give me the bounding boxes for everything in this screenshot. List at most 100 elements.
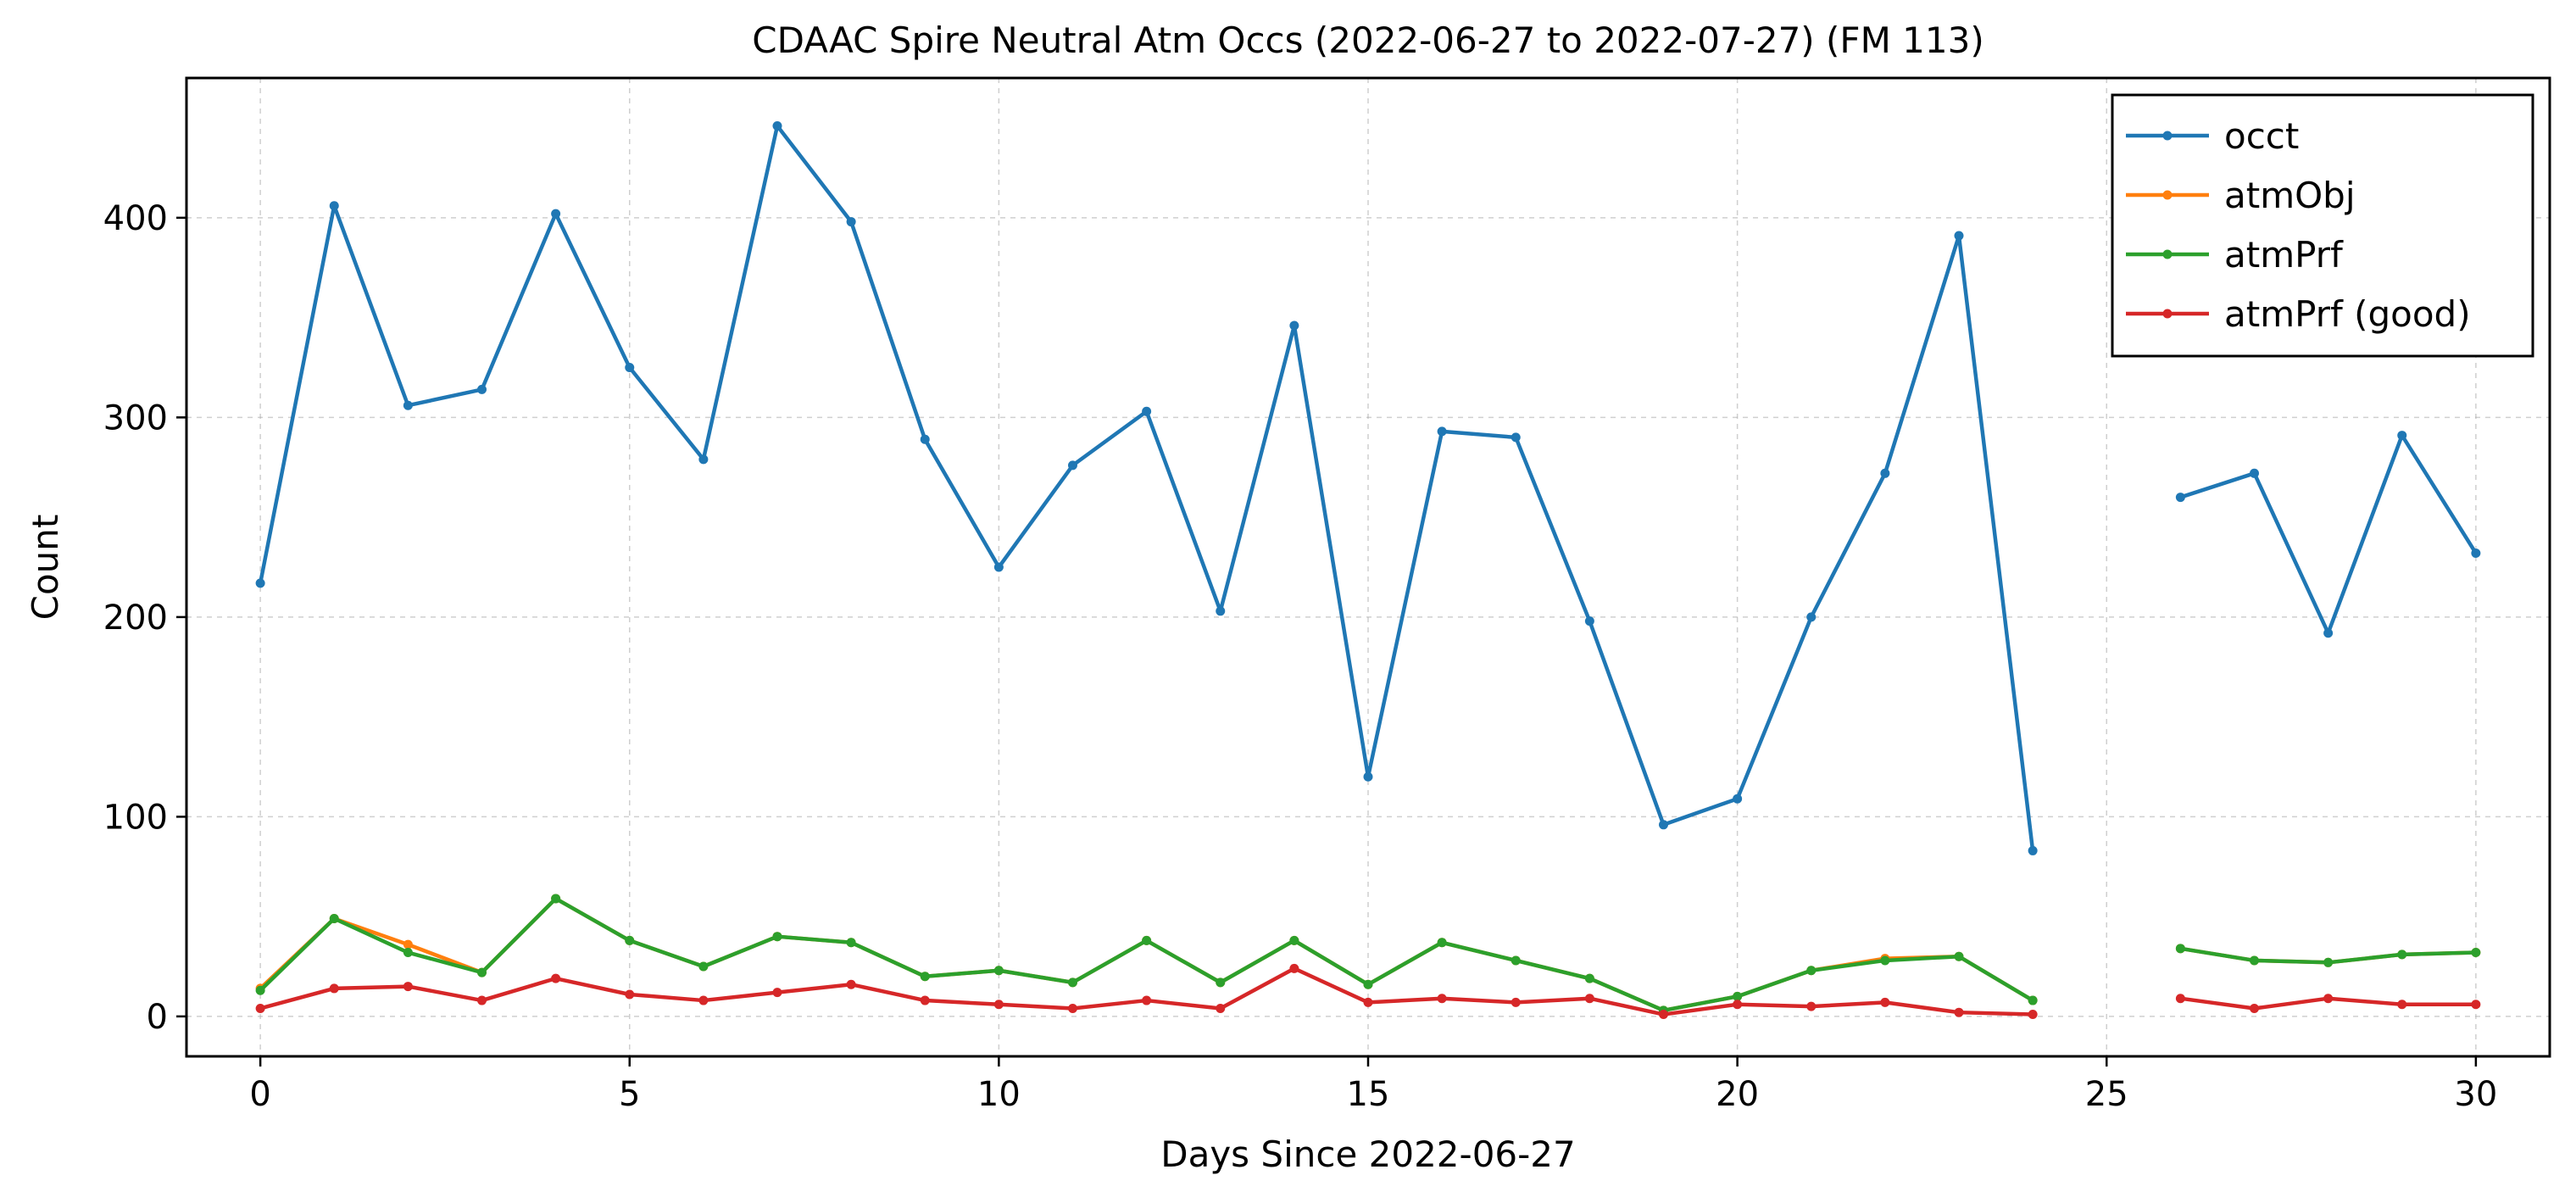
legend-label-atmobj: atmObj [2224, 175, 2356, 216]
data-point-occt [477, 384, 487, 394]
data-point-atmprf [477, 967, 487, 977]
data-point-atmprf [1363, 979, 1373, 989]
data-point-atmprf-good [1954, 1007, 1964, 1017]
data-point-atmprf-good [329, 983, 339, 994]
data-point-atmprf-good [1289, 963, 1299, 973]
data-point-occt [403, 400, 413, 410]
data-point-atmprf-good [1806, 1001, 1817, 1011]
data-point-atmprf-good [255, 1003, 265, 1013]
data-point-atmprf-good [1880, 997, 1890, 1007]
data-point-atmprf-good [477, 995, 487, 1005]
data-point-atmprf-good [403, 982, 413, 992]
y-tick-label: 100 [103, 798, 168, 837]
data-point-atmprf-good [625, 989, 635, 1000]
x-tick-label: 15 [1347, 1075, 1390, 1114]
data-point-occt [329, 201, 339, 211]
data-point-atmprf [1511, 955, 1521, 966]
data-point-occt [993, 562, 1004, 572]
data-point-atmprf [1806, 966, 1817, 976]
data-point-atmprf [993, 966, 1004, 976]
data-point-atmprf [1733, 991, 1743, 1001]
data-point-occt [2175, 493, 2185, 503]
data-point-atmprf-good [1216, 1003, 1226, 1013]
data-point-atmprf [1954, 951, 1964, 961]
data-point-occt [1142, 406, 1152, 416]
data-point-atmprf-good [2028, 1010, 2038, 1020]
data-point-occt [698, 454, 709, 465]
legend-marker-atmprf [2162, 249, 2173, 259]
legend-label-atmprf: atmPrf [2224, 234, 2344, 276]
legend-marker-atmobj [2162, 190, 2173, 200]
data-point-occt [772, 121, 782, 131]
series-atmprf-good [255, 963, 2481, 1020]
data-point-atmprf-good [2397, 1000, 2407, 1010]
data-point-atmprf [329, 913, 339, 923]
legend-label-occt: occt [2224, 115, 2299, 157]
legend-label-atmprf-good: atmPrf (good) [2224, 293, 2471, 335]
data-point-atmprf [846, 938, 856, 948]
data-point-atmprf-good [1584, 994, 1594, 1004]
x-axis-label: Days Since 2022-06-27 [1160, 1133, 1575, 1175]
data-point-occt [1437, 426, 1447, 437]
data-point-atmprf [625, 935, 635, 945]
data-point-atmprf-good [1733, 1000, 1743, 1010]
y-axis-label: Count [25, 515, 66, 621]
data-point-atmprf-good [1142, 995, 1152, 1005]
data-point-occt [1954, 231, 1964, 241]
data-point-atmprf-good [772, 988, 782, 998]
data-point-atmprf [1289, 935, 1299, 945]
data-point-occt [2471, 549, 2481, 559]
data-point-occt [1068, 460, 1077, 471]
data-point-atmprf-good [2175, 994, 2185, 1004]
data-point-occt [1289, 320, 1299, 331]
data-point-atmprf [2175, 944, 2185, 954]
data-point-atmprf [2323, 957, 2334, 967]
series-group [255, 121, 2481, 1020]
data-point-occt [2028, 845, 2038, 855]
y-tick-label: 300 [103, 398, 168, 437]
data-point-occt [1511, 432, 1521, 443]
data-point-atmprf-good [920, 995, 930, 1005]
data-point-atmprf [1437, 938, 1447, 948]
data-point-occt [2250, 468, 2259, 478]
y-tick-label: 0 [147, 998, 168, 1037]
y-tick-label: 400 [103, 199, 168, 238]
x-tick-label: 25 [2085, 1075, 2128, 1114]
data-point-atmprf [2250, 955, 2259, 966]
data-point-atmprf [698, 961, 709, 972]
data-point-occt [1880, 468, 1890, 478]
legend: occt atmObj atmPrf atmPrf (good) [2111, 93, 2534, 358]
chart-title: CDAAC Spire Neutral Atm Occs (2022-06-27… [752, 19, 1983, 61]
data-point-atmprf-good [1511, 997, 1521, 1007]
data-point-atmprf [2471, 948, 2481, 958]
data-point-occt [2323, 628, 2334, 638]
data-point-atmprf [1068, 977, 1077, 988]
legend-marker-occt [2162, 131, 2173, 141]
data-point-occt [255, 578, 265, 588]
data-point-atmprf [920, 972, 930, 982]
data-point-atmprf-good [1659, 1010, 1668, 1020]
data-point-occt [625, 362, 635, 372]
data-point-occt [1806, 612, 1817, 622]
x-tick-label: 5 [619, 1075, 640, 1114]
data-point-atmprf-good [2250, 1003, 2259, 1013]
data-point-atmprf-good [993, 1000, 1004, 1010]
data-point-atmprf [2028, 995, 2038, 1005]
data-point-atmprf [255, 985, 265, 995]
data-point-atmprf [551, 894, 561, 904]
x-tick-label: 20 [1716, 1075, 1759, 1114]
data-point-occt [551, 209, 561, 219]
data-point-atmprf-good [698, 995, 709, 1005]
legend-marker-atmprf-good [2162, 309, 2173, 319]
series-occt [255, 121, 2481, 855]
data-point-atmprf-good [551, 973, 561, 983]
data-point-atmprf [1216, 977, 1226, 988]
data-point-occt [1584, 616, 1594, 627]
data-point-atmobj [403, 939, 413, 950]
data-point-atmprf-good [1363, 997, 1373, 1007]
data-point-atmprf [1880, 955, 1890, 966]
data-point-occt [2397, 431, 2407, 441]
data-point-occt [1363, 771, 1373, 782]
data-point-occt [1733, 794, 1743, 804]
